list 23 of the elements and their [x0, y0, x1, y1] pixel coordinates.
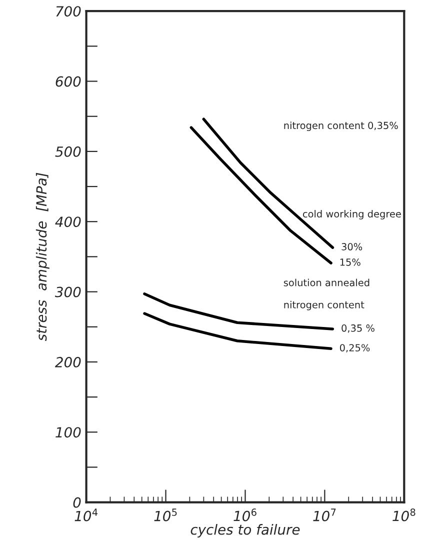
- annotation: solution annealed: [284, 278, 370, 286]
- x-tick-label: 10$^{8}$: [392, 508, 416, 522]
- x-tick-label: 10$^{7}$: [313, 508, 336, 522]
- y-tick-label: 400: [55, 216, 81, 228]
- series-label: 30%: [342, 243, 362, 250]
- annotation: cold working degree: [302, 210, 401, 220]
- x-tick-label: 10$^{6}$: [234, 508, 256, 522]
- y-tick-label: 0: [73, 497, 81, 508]
- y-tick-label: 600: [56, 76, 81, 87]
- x-tick-label: 10$^{5}$: [154, 508, 177, 522]
- y-axis-title: stress amplitude [MPa]: [36, 172, 50, 342]
- x-axis-title: cycles to failure: [190, 524, 300, 538]
- annotation: nitrogen content: [284, 300, 364, 310]
- y-tick-label: 100: [56, 427, 81, 438]
- x-tick-label: 10$^{4}$: [74, 508, 98, 522]
- y-tick-label: 700: [56, 6, 81, 17]
- series-label: 0,25%: [340, 344, 370, 352]
- series-label: 15%: [340, 258, 360, 266]
- y-tick-label: 300: [54, 286, 81, 298]
- annotation: nitrogen content 0,35%: [284, 122, 398, 132]
- series-label: 0,35 %: [342, 324, 374, 333]
- y-tick-label: 500: [55, 146, 81, 157]
- y-tick-label: 200: [54, 356, 81, 368]
